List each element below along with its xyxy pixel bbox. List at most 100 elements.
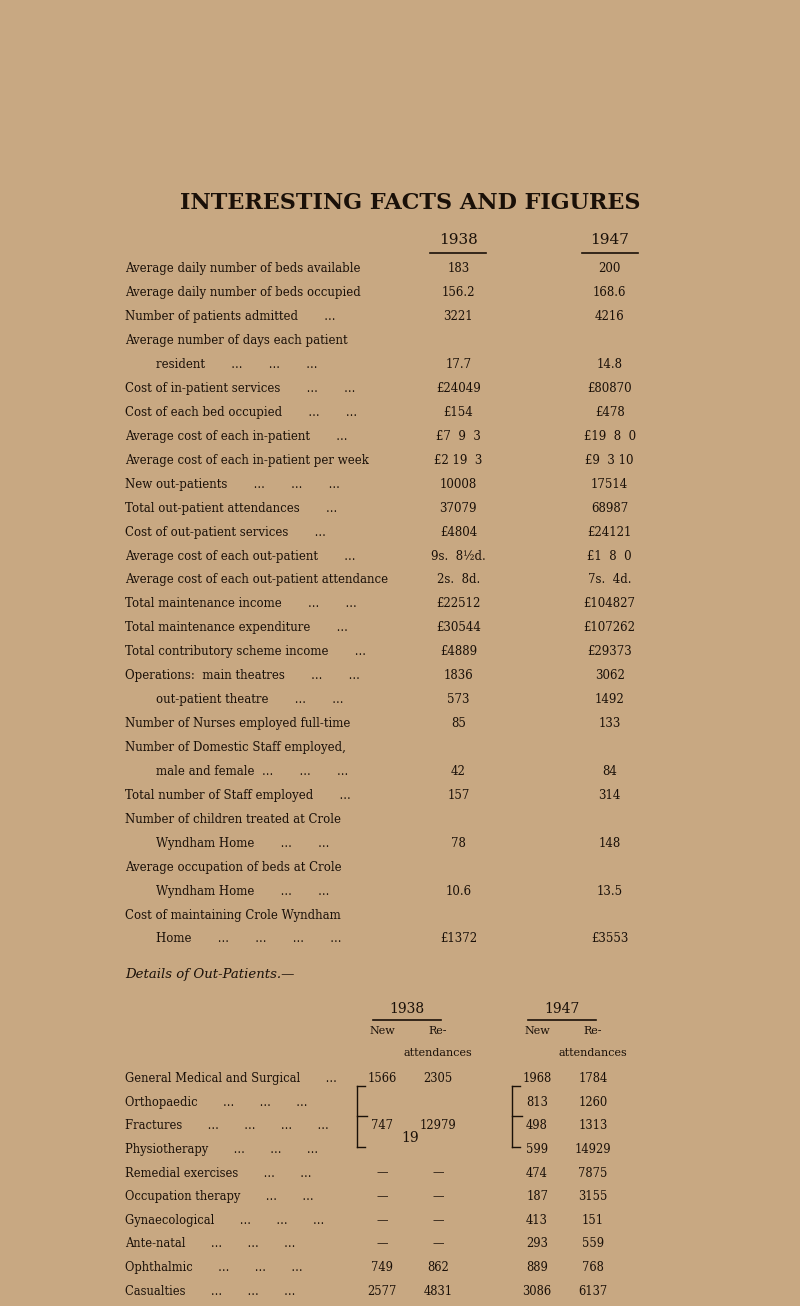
Text: 14929: 14929	[574, 1143, 611, 1156]
Text: 2305: 2305	[423, 1072, 453, 1085]
Text: 7s.  4d.: 7s. 4d.	[588, 573, 631, 586]
Text: 156.2: 156.2	[442, 286, 475, 299]
Text: Details of Out-Patients.—: Details of Out-Patients.—	[125, 969, 294, 981]
Text: Ante-natal       ...       ...       ...: Ante-natal ... ... ...	[125, 1238, 295, 1250]
Text: £478: £478	[594, 406, 625, 419]
Text: 3086: 3086	[522, 1285, 552, 1298]
Text: 168.6: 168.6	[593, 286, 626, 299]
Text: Total maintenance income       ...       ...: Total maintenance income ... ...	[125, 597, 357, 610]
Text: Total maintenance expenditure       ...: Total maintenance expenditure ...	[125, 622, 348, 635]
Text: 85: 85	[451, 717, 466, 730]
Text: New: New	[524, 1025, 550, 1036]
Text: 3155: 3155	[578, 1190, 607, 1203]
Text: Occupation therapy       ...       ...: Occupation therapy ... ...	[125, 1190, 314, 1203]
Text: 9s.  8½d.: 9s. 8½d.	[431, 550, 486, 563]
Text: Number of Nurses employed full-time: Number of Nurses employed full-time	[125, 717, 350, 730]
Text: Orthopaedic       ...       ...       ...: Orthopaedic ... ... ...	[125, 1096, 307, 1109]
Text: 3062: 3062	[594, 669, 625, 682]
Text: 10.6: 10.6	[446, 884, 471, 897]
Text: 889: 889	[526, 1262, 548, 1275]
Text: 747: 747	[371, 1119, 393, 1132]
Text: male and female  ...       ...       ...: male and female ... ... ...	[156, 765, 348, 778]
Text: Average daily number of beds occupied: Average daily number of beds occupied	[125, 286, 361, 299]
Text: Cost of in-patient services       ...       ...: Cost of in-patient services ... ...	[125, 381, 355, 394]
Text: Average cost of each in-patient       ...: Average cost of each in-patient ...	[125, 430, 347, 443]
Text: Total contributory scheme income       ...: Total contributory scheme income ...	[125, 645, 366, 658]
Text: £1372: £1372	[440, 932, 477, 946]
Text: Remedial exercises       ...       ...: Remedial exercises ... ...	[125, 1166, 311, 1179]
Text: Average cost of each out-patient       ...: Average cost of each out-patient ...	[125, 550, 355, 563]
Text: £9  3 10: £9 3 10	[586, 453, 634, 466]
Text: 183: 183	[447, 263, 470, 276]
Text: 19: 19	[401, 1131, 419, 1145]
Text: 2577: 2577	[367, 1285, 397, 1298]
Text: 37079: 37079	[440, 502, 477, 515]
Text: Wyndham Home       ...       ...: Wyndham Home ... ...	[156, 837, 329, 850]
Text: 17514: 17514	[591, 478, 628, 491]
Text: 768: 768	[582, 1262, 604, 1275]
Text: 1492: 1492	[594, 693, 625, 707]
Text: Average number of days each patient: Average number of days each patient	[125, 334, 347, 347]
Text: 7875: 7875	[578, 1166, 607, 1179]
Text: Gynaecological       ...       ...       ...: Gynaecological ... ... ...	[125, 1213, 324, 1226]
Text: 148: 148	[598, 837, 621, 850]
Text: £2 19  3: £2 19 3	[434, 453, 482, 466]
Text: General Medical and Surgical       ...: General Medical and Surgical ...	[125, 1072, 337, 1085]
Text: Number of Domestic Staff employed,: Number of Domestic Staff employed,	[125, 741, 346, 754]
Text: 1784: 1784	[578, 1072, 607, 1085]
Text: Number of patients admitted       ...: Number of patients admitted ...	[125, 311, 335, 323]
Text: 157: 157	[447, 789, 470, 802]
Text: £30544: £30544	[436, 622, 481, 635]
Text: 599: 599	[526, 1143, 548, 1156]
Text: New: New	[370, 1025, 395, 1036]
Text: 1938: 1938	[439, 234, 478, 247]
Text: 84: 84	[602, 765, 617, 778]
Text: Average cost of each out-patient attendance: Average cost of each out-patient attenda…	[125, 573, 388, 586]
Text: 14.8: 14.8	[597, 358, 622, 371]
Text: Ophthalmic       ...       ...       ...: Ophthalmic ... ... ...	[125, 1262, 302, 1275]
Text: 1968: 1968	[522, 1072, 552, 1085]
Text: 6137: 6137	[578, 1285, 607, 1298]
Text: 862: 862	[427, 1262, 449, 1275]
Text: 1260: 1260	[578, 1096, 607, 1109]
Text: 1938: 1938	[390, 1002, 425, 1016]
Text: 573: 573	[447, 693, 470, 707]
Text: 1947: 1947	[544, 1002, 579, 1016]
Text: 4216: 4216	[594, 311, 625, 323]
Text: Cost of each bed occupied       ...       ...: Cost of each bed occupied ... ...	[125, 406, 357, 419]
Text: 1836: 1836	[443, 669, 474, 682]
Text: Average cost of each in-patient per week: Average cost of each in-patient per week	[125, 453, 369, 466]
Text: 1947: 1947	[590, 234, 629, 247]
Text: Casualties       ...       ...       ...: Casualties ... ... ...	[125, 1285, 295, 1298]
Text: 10008: 10008	[440, 478, 477, 491]
Text: out-patient theatre       ...       ...: out-patient theatre ... ...	[156, 693, 343, 707]
Text: Re-: Re-	[584, 1025, 602, 1036]
Text: Number of children treated at Crole: Number of children treated at Crole	[125, 812, 341, 825]
Text: £4889: £4889	[440, 645, 477, 658]
Text: —: —	[432, 1213, 444, 1226]
Text: INTERESTING FACTS AND FIGURES: INTERESTING FACTS AND FIGURES	[180, 192, 640, 214]
Text: Total number of Staff employed       ...: Total number of Staff employed ...	[125, 789, 350, 802]
Text: 133: 133	[598, 717, 621, 730]
Text: —: —	[376, 1213, 388, 1226]
Text: £19  8  0: £19 8 0	[583, 430, 636, 443]
Text: £3553: £3553	[591, 932, 628, 946]
Text: £1  8  0: £1 8 0	[587, 550, 632, 563]
Text: 559: 559	[582, 1238, 604, 1250]
Text: 4831: 4831	[423, 1285, 453, 1298]
Text: 78: 78	[451, 837, 466, 850]
Text: —: —	[376, 1190, 388, 1203]
Text: Average occupation of beds at Crole: Average occupation of beds at Crole	[125, 861, 342, 874]
Text: 1566: 1566	[367, 1072, 397, 1085]
Text: —: —	[432, 1166, 444, 1179]
Text: 187: 187	[526, 1190, 548, 1203]
Text: 151: 151	[582, 1213, 604, 1226]
Text: Wyndham Home       ...       ...: Wyndham Home ... ...	[156, 884, 329, 897]
Text: £24049: £24049	[436, 381, 481, 394]
Text: Home       ...       ...       ...       ...: Home ... ... ... ...	[156, 932, 342, 946]
Text: attendances: attendances	[403, 1047, 472, 1058]
Text: £7  9  3: £7 9 3	[436, 430, 481, 443]
Text: —: —	[376, 1166, 388, 1179]
Text: 12979: 12979	[419, 1119, 456, 1132]
Text: 1313: 1313	[578, 1119, 607, 1132]
